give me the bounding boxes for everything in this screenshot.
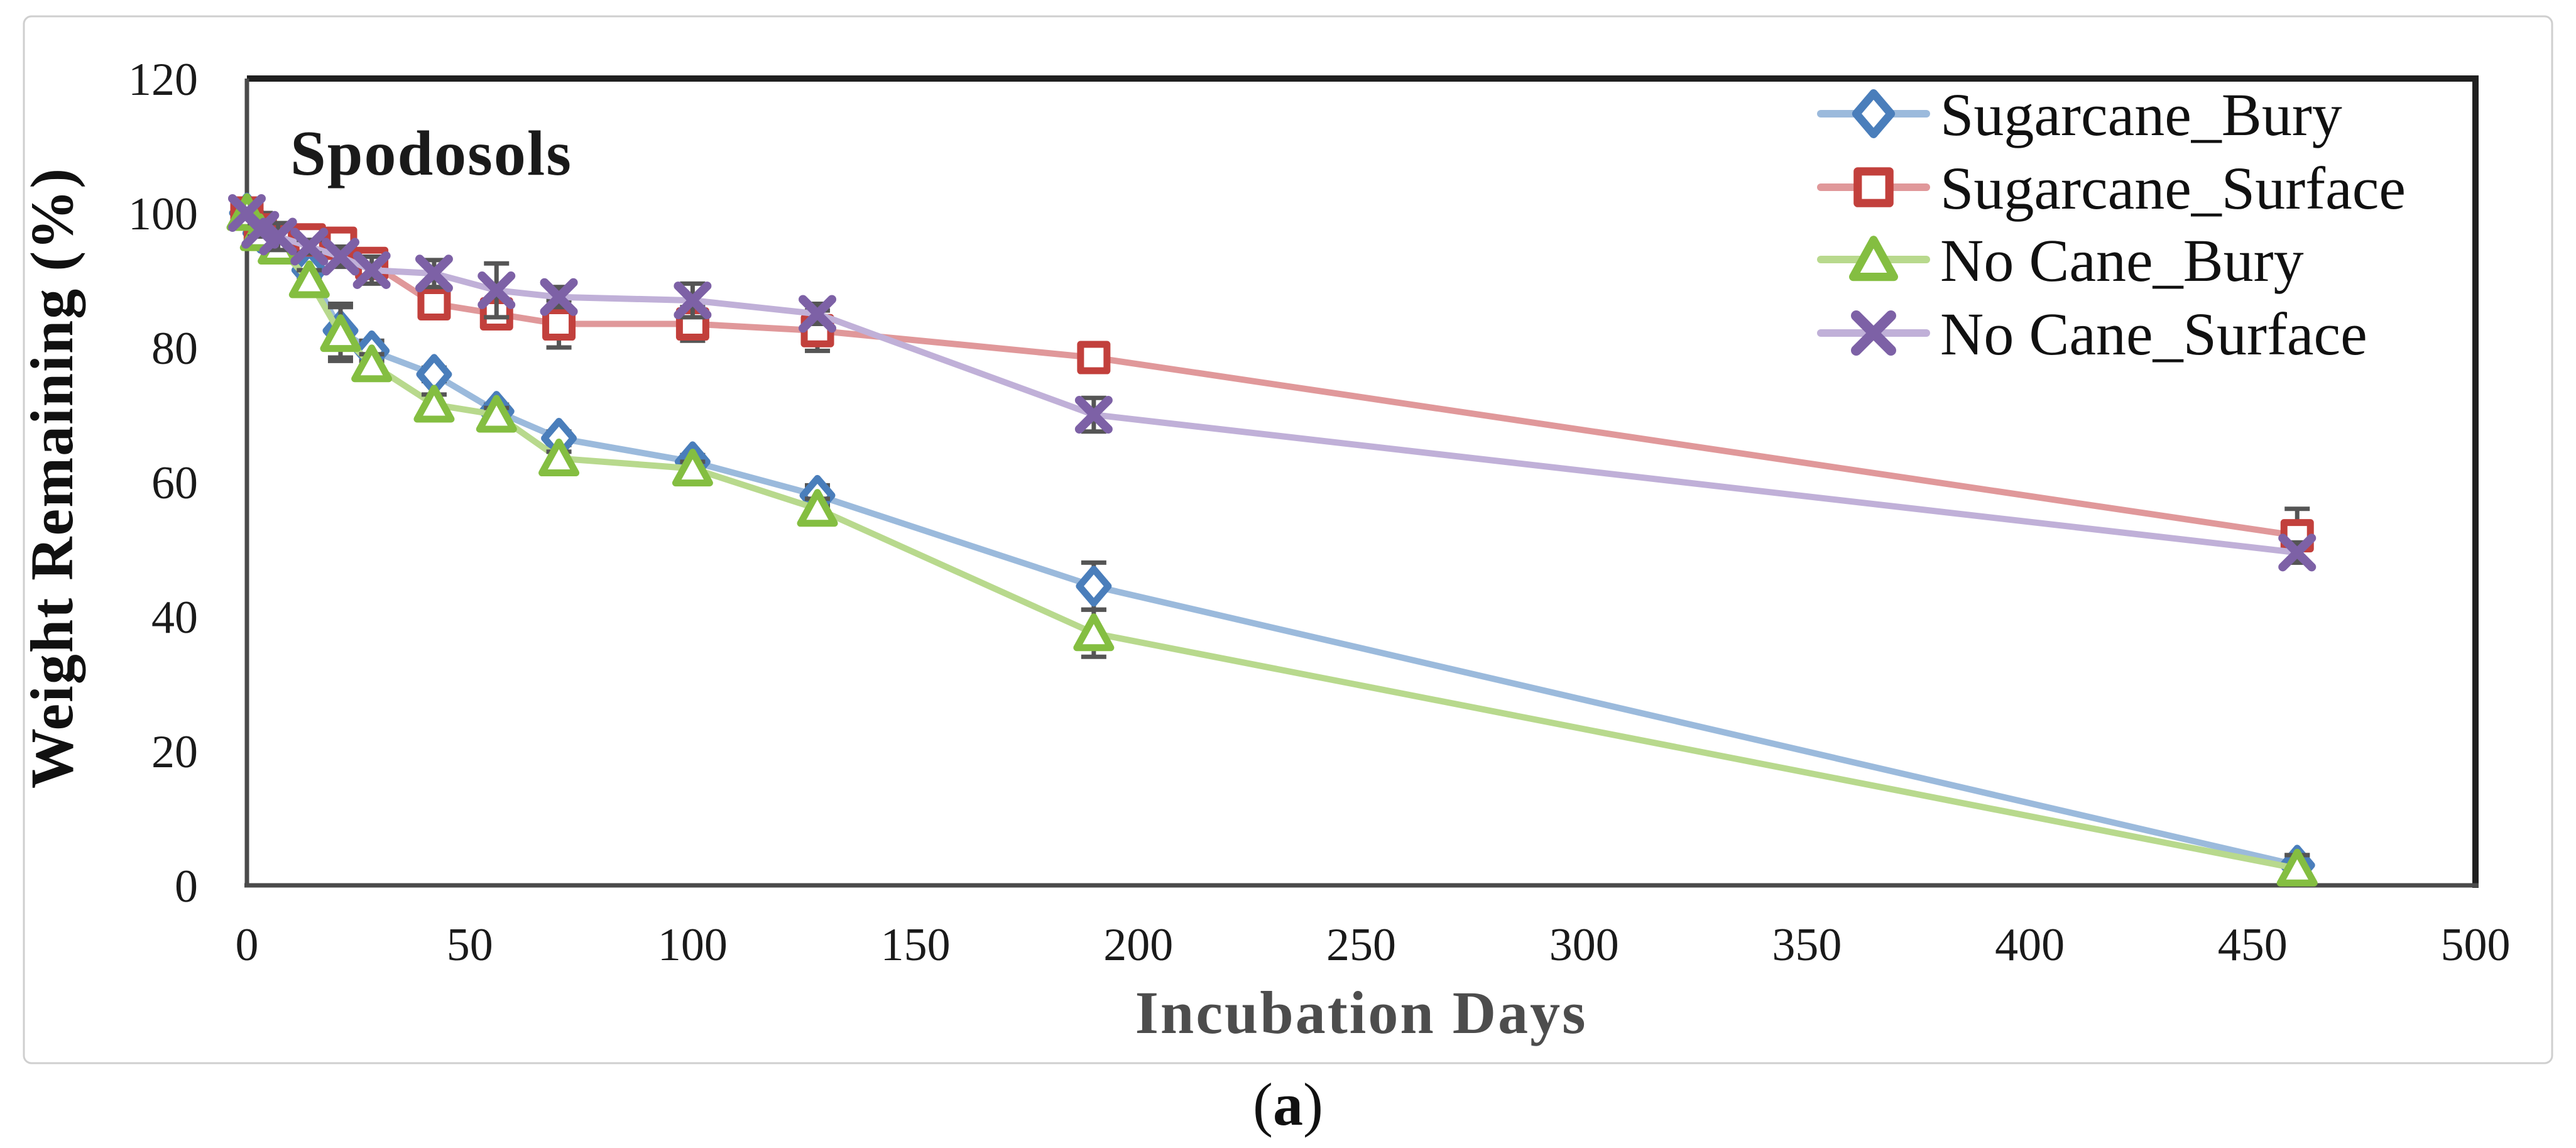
- x-tick-label: 100: [658, 919, 728, 971]
- axis-tick-labels: 0 20 40 60 80 100 120 0 50 100 150 200 250 300 350 400 4…: [128, 54, 2511, 971]
- y-tick-label: 120: [128, 54, 198, 106]
- x-marker: [1074, 396, 1113, 434]
- y-tick-label: 0: [175, 861, 198, 912]
- triangle-marker: [288, 260, 330, 298]
- square-marker: [1853, 167, 1894, 207]
- legend-label: Sugarcane_Bury: [1940, 81, 2342, 148]
- y-tick-label: 80: [151, 323, 198, 374]
- x-tick-label: 50: [447, 919, 493, 971]
- triangle-marker: [413, 385, 455, 423]
- diamond-marker: [1852, 89, 1896, 138]
- triangle-marker: [797, 489, 838, 527]
- plot-title: Spodosols: [290, 118, 572, 189]
- square-marker: [417, 287, 451, 320]
- x-marker: [415, 254, 453, 293]
- panel-caption-letter: a: [1273, 1071, 1303, 1138]
- x-tick-label: 450: [2218, 919, 2288, 971]
- x-marker: [2278, 533, 2317, 572]
- square-marker: [1077, 341, 1111, 374]
- x-tick-label: 150: [881, 919, 951, 971]
- y-tick-label: 60: [151, 457, 198, 509]
- triangle-marker: [2276, 848, 2318, 887]
- x-marker: [1850, 310, 1897, 356]
- panel-caption-close: ): [1303, 1071, 1323, 1138]
- y-tick-label: 100: [128, 189, 198, 240]
- legend-label: No Cane_Surface: [1940, 300, 2367, 368]
- y-axis-title-wrap: Weight Remaining (%): [11, 167, 93, 788]
- x-marker: [290, 227, 329, 266]
- diamond-marker: [1076, 566, 1112, 607]
- series-sugarcane-bury: [229, 192, 2315, 886]
- legend-label: No Cane_Bury: [1940, 227, 2304, 294]
- legend-item-sugarcane-bury: Sugarcane_Bury: [1817, 81, 2342, 148]
- series-no-cane-surface: [228, 194, 2317, 572]
- x-marker: [352, 251, 391, 289]
- y-axis-title: Weight Remaining (%): [18, 167, 86, 789]
- x-tick-label: 300: [1549, 919, 1619, 971]
- x-tick-label: 500: [2441, 919, 2511, 971]
- y-tick-label: 40: [151, 592, 198, 643]
- square-marker: [542, 307, 576, 341]
- legend-item-no-cane-bury: No Cane_Bury: [1817, 227, 2304, 294]
- triangle-marker: [320, 314, 361, 353]
- legend-item-no-cane-surface: No Cane_Surface: [1817, 300, 2367, 368]
- x-marker: [321, 238, 359, 276]
- panel-caption: (a): [0, 1069, 2576, 1139]
- panel-caption-open: (: [1253, 1071, 1273, 1138]
- triangle-marker: [672, 449, 713, 487]
- x-tick-label: 350: [1772, 919, 1842, 971]
- y-tick-label: 20: [151, 726, 198, 778]
- x-tick-label: 250: [1326, 919, 1396, 971]
- triangle-marker: [476, 395, 517, 433]
- plot-border: [244, 75, 2479, 888]
- x-marker: [799, 295, 837, 333]
- x-axis-title: Incubation Days: [1135, 979, 1588, 1046]
- triangle-marker: [1849, 236, 1898, 282]
- x-tick-label: 400: [1995, 919, 2065, 971]
- x-tick-label: 0: [236, 919, 259, 971]
- triangle-marker: [538, 439, 580, 477]
- legend-item-sugarcane-surface: Sugarcane_Surface: [1817, 155, 2406, 222]
- x-marker: [478, 271, 516, 310]
- legend-label: Sugarcane_Surface: [1940, 155, 2406, 222]
- triangle-marker: [1073, 613, 1115, 652]
- x-tick-label: 200: [1103, 919, 1173, 971]
- x-marker: [259, 217, 297, 256]
- series-no-cane-bury: [226, 193, 2318, 887]
- x-marker: [540, 278, 578, 316]
- triangle-marker: [351, 344, 393, 383]
- x-marker: [674, 282, 712, 320]
- figure-frame: [23, 15, 2553, 1064]
